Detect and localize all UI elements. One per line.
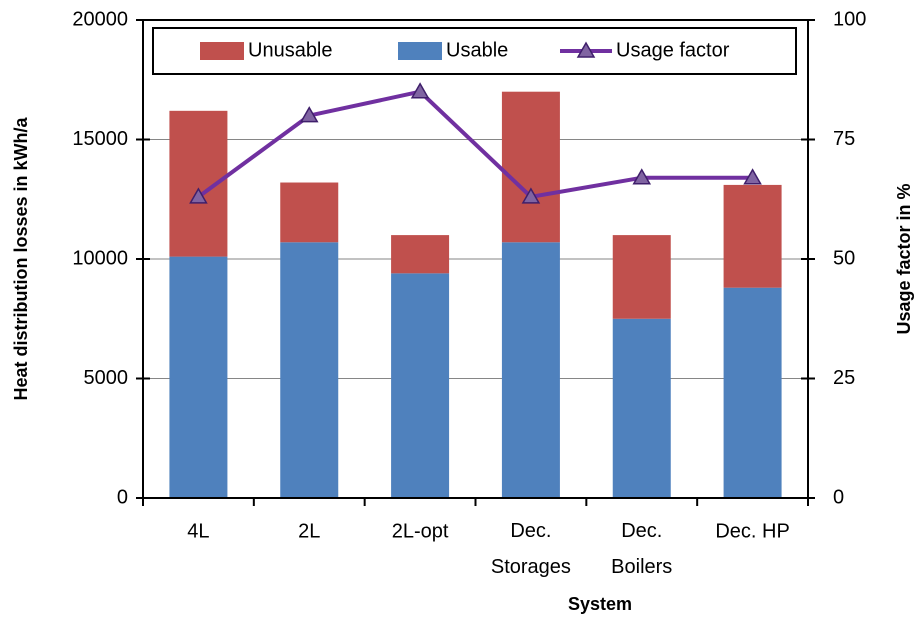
y-axis-title: Heat distribution losses in kWh/a	[11, 116, 31, 400]
bar-segment	[391, 235, 450, 274]
y-tick-label: 5000	[84, 367, 129, 389]
y2-tick-label: 100	[833, 8, 866, 30]
y2-tick-label: 0	[833, 486, 844, 508]
line-marker	[632, 168, 652, 185]
line-marker	[743, 168, 762, 185]
y2-axis-title: Usage factor in %	[894, 183, 914, 334]
bar-segment	[612, 235, 671, 319]
x-tick-label: 4L	[187, 520, 209, 542]
bar-segment	[501, 242, 560, 498]
bar-segment	[723, 287, 782, 498]
x-tick-label: 2L-opt	[392, 520, 449, 542]
x-tick-label: 2L	[298, 520, 320, 542]
line	[197, 89, 753, 200]
bar-segment	[280, 182, 339, 243]
y-tick-label: 10000	[72, 247, 128, 269]
line-marker	[521, 187, 541, 204]
x-axis-title: System	[568, 594, 632, 614]
legend-label: Usable	[446, 39, 508, 61]
y2-tick-label: 75	[833, 128, 855, 150]
y-tick-label: 0	[117, 486, 128, 508]
line-marker	[299, 106, 319, 123]
x-tick-label: Dec. Storages	[491, 520, 571, 578]
line-marker	[410, 82, 430, 99]
y-tick-label: 15000	[72, 128, 128, 150]
bar-segment	[280, 242, 339, 498]
legend-box	[152, 27, 797, 75]
line-marker	[189, 187, 208, 204]
y-tick-label: 20000	[72, 8, 128, 30]
bar-segment	[723, 184, 782, 288]
legend-marker	[576, 41, 596, 58]
legend-swatch	[398, 42, 442, 60]
bar-segment	[169, 256, 228, 498]
bar-segment	[612, 318, 671, 498]
legend-label: Usage factor	[616, 39, 730, 61]
bar-segment	[501, 91, 560, 243]
y2-tick-label: 25	[833, 367, 855, 389]
legend-label: Unusable	[248, 39, 333, 61]
x-tick-label: Dec. HP	[715, 520, 789, 542]
legend-swatch	[200, 42, 244, 60]
y2-tick-label: 50	[833, 247, 855, 269]
bar-segment	[391, 273, 450, 498]
x-tick-label: Dec. Boilers	[611, 520, 672, 578]
